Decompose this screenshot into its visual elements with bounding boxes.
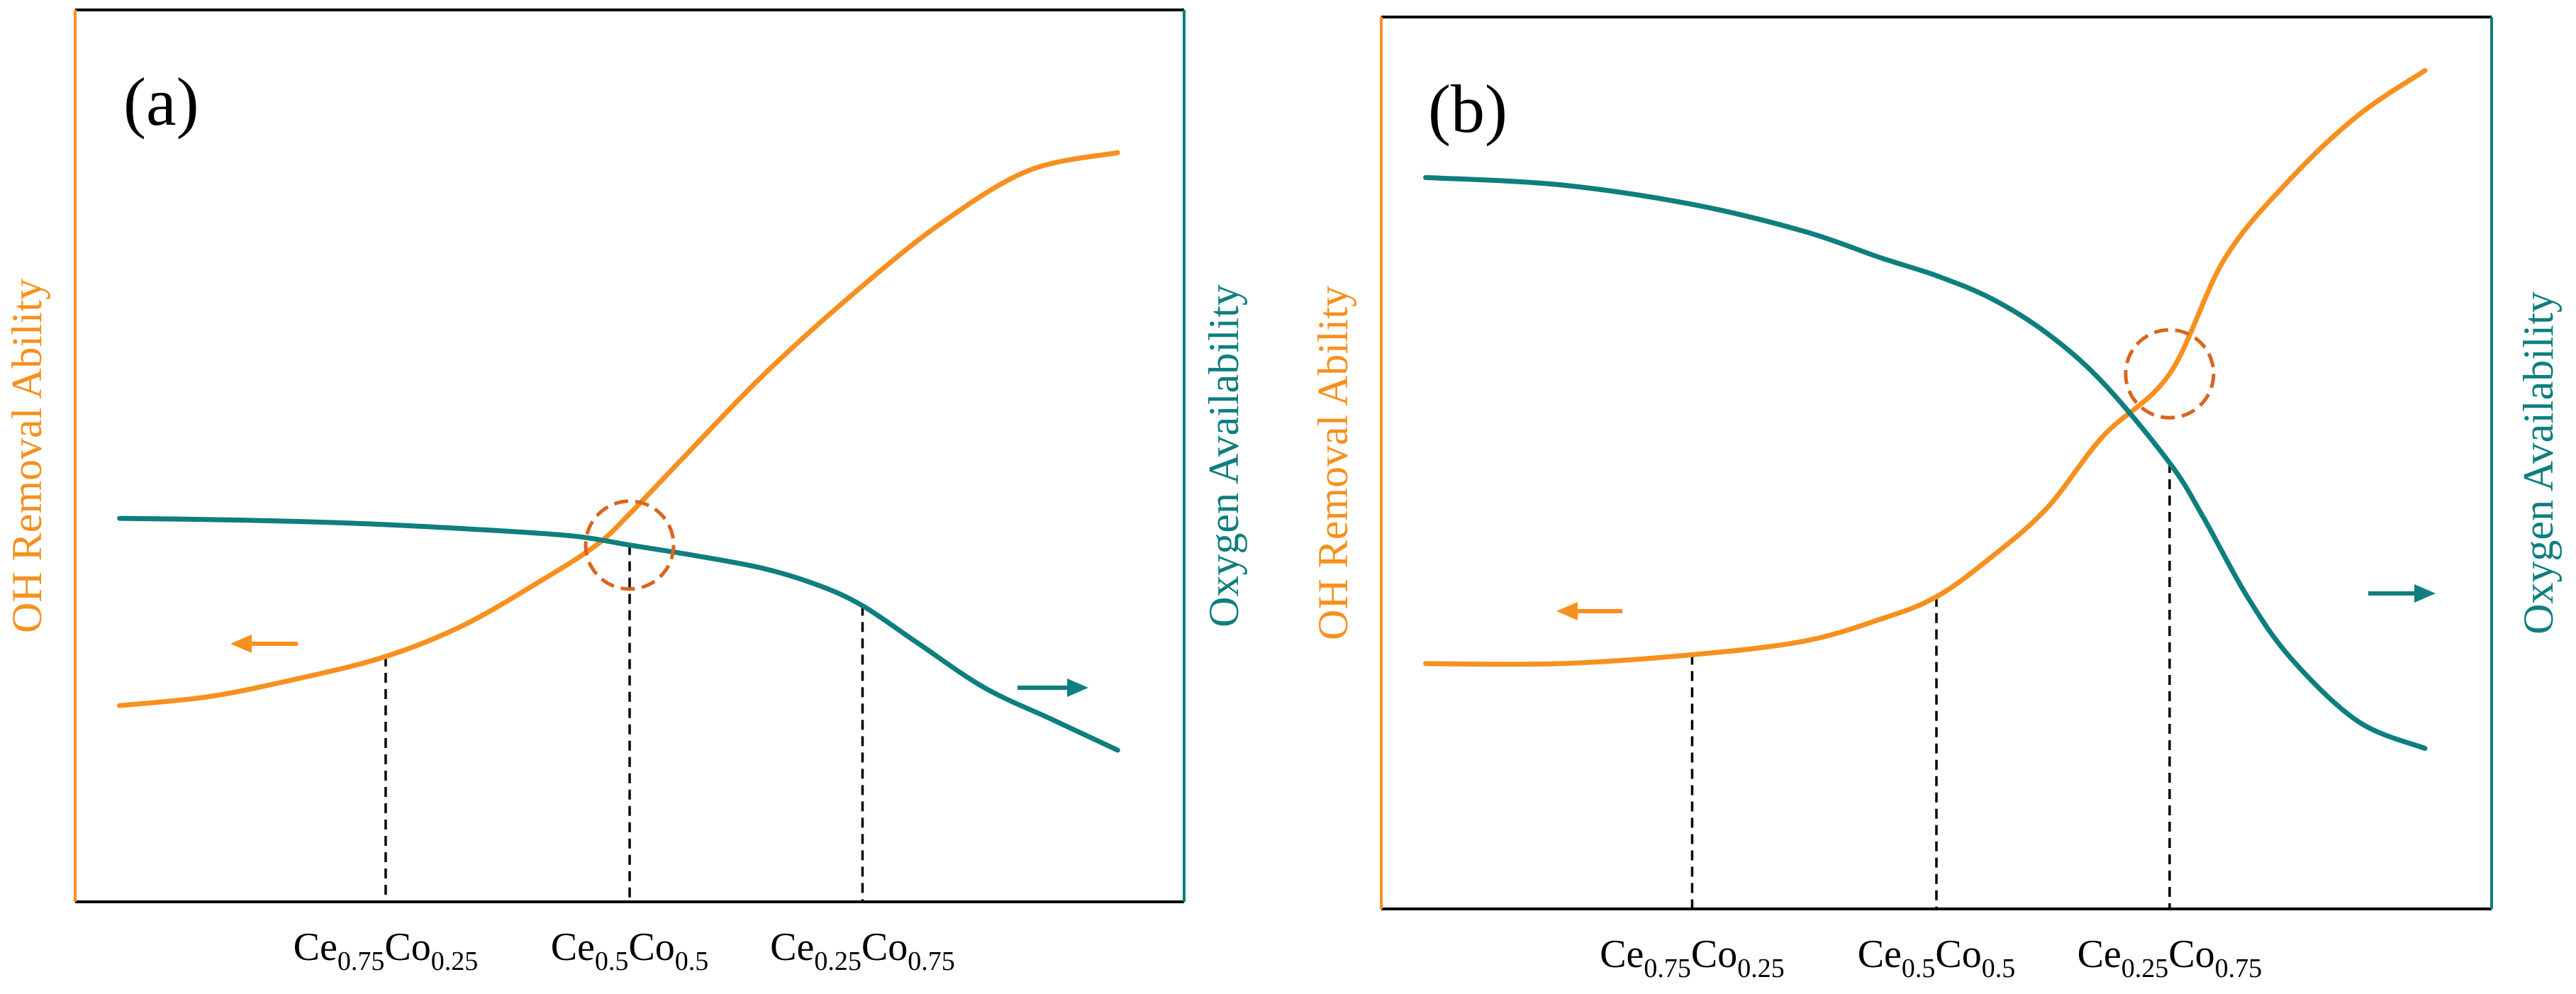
panel-label: (a) xyxy=(123,64,199,140)
x-tick-label-2: Ce0.5Co0.5 xyxy=(1858,932,2016,983)
panel-b: (b) OH Removal Ability Oxygen Availabili… xyxy=(1310,16,2562,983)
right-axis-arrow-icon xyxy=(2368,584,2436,603)
y-axis-label-right: Oxygen Availability xyxy=(1200,284,1247,627)
oh-removal-curve xyxy=(117,150,1120,708)
oxygen-availability-curve xyxy=(1423,174,2428,752)
oh-removal-curve xyxy=(1423,68,2428,667)
x-tick-label-3: Ce0.25Co0.75 xyxy=(770,925,955,976)
oxygen-availability-curve xyxy=(117,515,1120,753)
intersection-circle xyxy=(584,499,676,591)
x-tick-label-2: Ce0.5Co0.5 xyxy=(551,925,709,976)
left-axis-arrow-icon xyxy=(230,635,298,653)
x-tick-label-1: Ce0.75Co0.25 xyxy=(1600,932,1785,983)
x-tick-label-3: Ce0.25Co0.75 xyxy=(2078,932,2263,983)
y-axis-label-right: Oxygen Availability xyxy=(2515,291,2562,635)
right-axis-arrow-icon xyxy=(1017,679,1088,697)
y-axis-label-left: OH Removal Ability xyxy=(4,279,50,633)
panel-a: (a) OH Removal Ability Oxygen Availabili… xyxy=(4,9,1247,976)
y-axis-label-left: OH Removal Ability xyxy=(1310,286,1356,640)
x-tick-label-1: Ce0.75Co0.25 xyxy=(294,925,479,976)
left-axis-arrow-icon xyxy=(1556,602,1622,620)
intersection-circle xyxy=(2124,328,2216,420)
panel-label: (b) xyxy=(1428,71,1507,147)
